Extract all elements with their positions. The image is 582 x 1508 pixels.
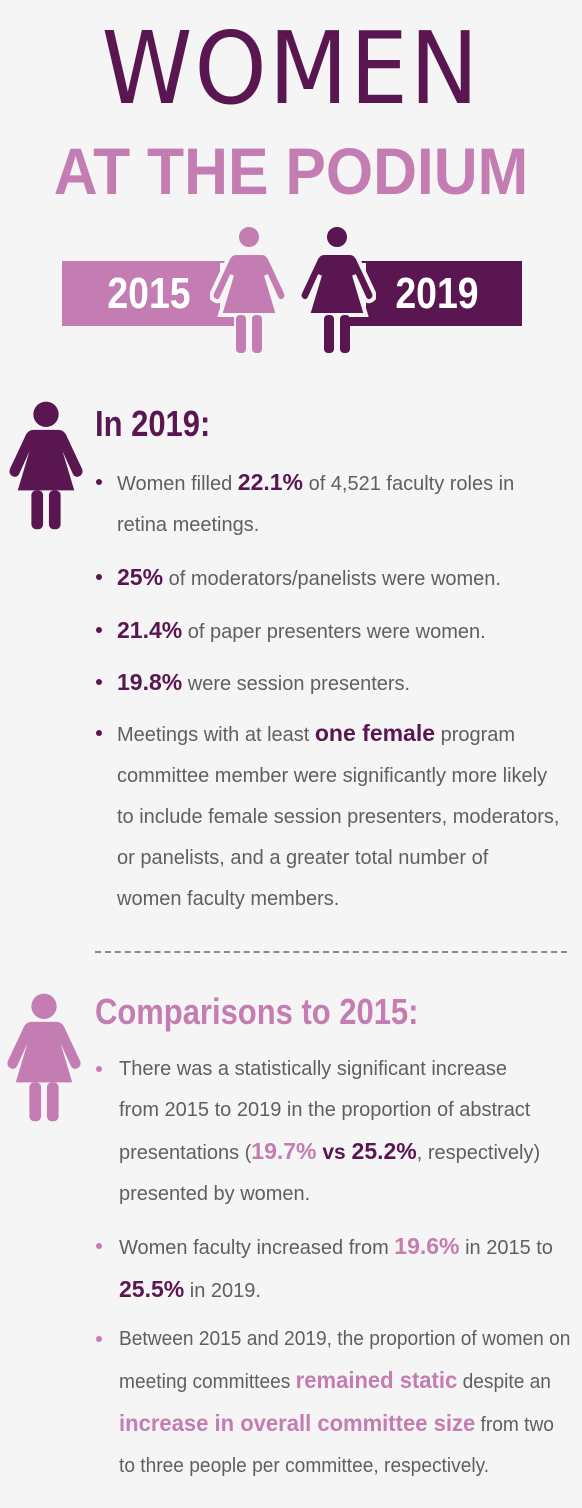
bullet-dot: [96, 574, 102, 580]
title-at-the-podium: AT THE PODIUM: [53, 134, 529, 208]
bullet-dot: [96, 1243, 102, 1249]
title-women: WOMEN: [101, 10, 481, 127]
banner-2015: 2015: [62, 261, 234, 326]
bullet-dot: [96, 627, 102, 633]
list-item: Meetings with at least one female progra…: [117, 720, 560, 910]
woman-figure-icon: [298, 223, 376, 353]
list-item: Women faculty increased from 19.6% in 20…: [119, 1233, 553, 1302]
bullet-dot: [96, 1336, 102, 1342]
woman-figure-icon: [7, 993, 81, 1122]
list-item: Between 2015 and 2019, the proportion of…: [119, 1328, 571, 1477]
section-heading-comparisons-2015: Comparisons to 2015:: [95, 991, 419, 1032]
bullet-dot: [96, 1066, 102, 1072]
list-item: There was a statistically significant in…: [119, 1058, 541, 1205]
bullet-dot: [96, 730, 102, 736]
list-item: 21.4% of paper presenters were women.: [117, 617, 486, 643]
list-item: 19.8% were session presenters.: [117, 669, 411, 695]
year-2019-label: 2019: [395, 269, 479, 318]
bullet-dot: [96, 479, 102, 485]
dashed-divider: [95, 951, 567, 953]
woman-figure-icon: [210, 223, 288, 353]
year-2015-label: 2015: [107, 269, 191, 318]
list-item: 25% of moderators/panelists were women.: [117, 564, 501, 590]
list-item: Women filled 22.1% of 4,521 faculty role…: [117, 469, 515, 536]
bullet-dot: [96, 679, 102, 685]
section-heading-2019: In 2019:: [95, 403, 211, 444]
banner-2019: 2019: [348, 261, 522, 326]
woman-figure-icon: [9, 401, 83, 530]
